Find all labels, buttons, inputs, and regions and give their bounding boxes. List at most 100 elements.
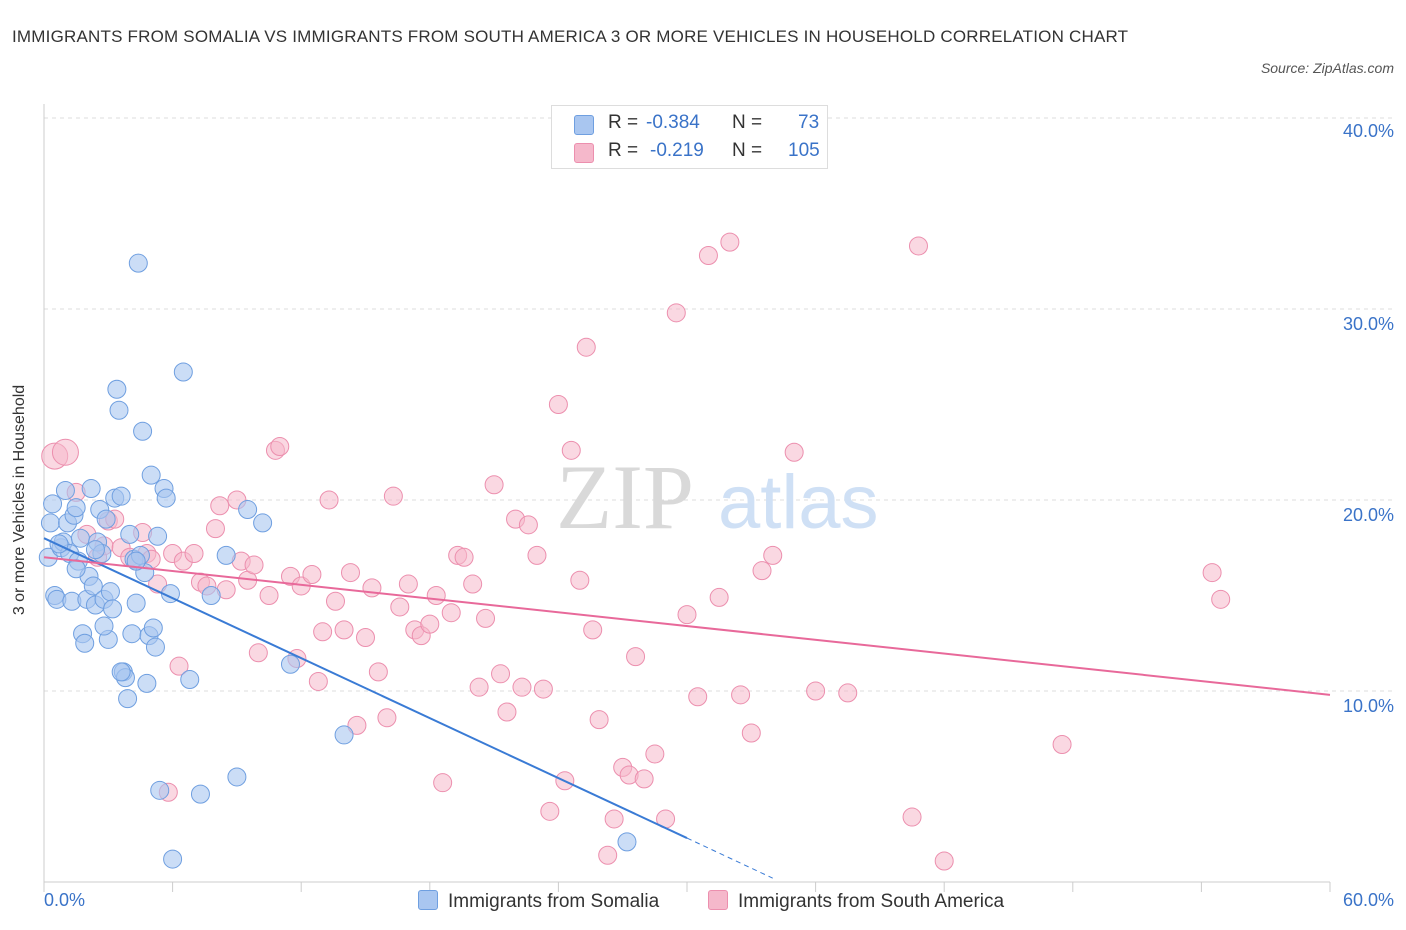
point-south-america [838,683,858,703]
legend-n-value: 73 [798,112,820,133]
point-south-america [368,662,388,682]
point-south-america [512,677,532,697]
point-south-america [583,620,603,640]
point-somalia [40,513,60,533]
point-south-america [362,578,382,598]
point-south-america [645,744,665,764]
point-south-america [484,475,504,495]
point-south-america [548,395,568,414]
legend-n-value: 105 [788,140,820,161]
point-somalia [334,725,354,745]
chart-title: IMMIGRANTS FROM SOMALIA VS IMMIGRANTS FR… [12,27,1129,46]
point-somalia [109,400,129,420]
point-south-america [308,671,328,691]
point-somalia [96,509,116,529]
series-south-america [41,232,1231,871]
point-south-america [908,236,928,256]
gridlines [44,117,1392,692]
point-south-america [527,545,547,565]
point-south-america [752,561,772,581]
point-somalia [180,670,200,690]
point-somalia [126,551,146,571]
point-south-america [634,769,654,789]
point-somalia [150,780,170,800]
point-south-america [205,519,225,539]
point-south-america [934,851,954,871]
legend-item-south-america[interactable]: Immigrants from South America [708,890,1004,913]
point-somalia [238,500,258,520]
point-south-america [698,246,718,266]
point-south-america [51,438,79,466]
point-somalia [148,526,168,546]
x-tick-min: 0.0% [44,890,86,910]
point-somalia [49,534,69,554]
point-somalia [163,849,183,869]
point-south-america [313,622,333,642]
legend-label-south-america: Immigrants from South America [738,891,1005,912]
point-south-america [598,845,618,865]
point-somalia [190,784,210,804]
point-south-america [390,597,410,617]
x-tick-max: 60.0% [1342,890,1394,910]
point-south-america [383,486,403,506]
point-south-america [426,586,446,605]
point-somalia [143,618,163,638]
point-south-america [454,547,474,567]
trend-lines [43,537,1331,879]
point-somalia [83,576,103,596]
y-tick-label: 30.0% [1342,314,1394,334]
point-somalia [66,498,86,518]
point-somalia [111,486,131,506]
axes [43,104,1331,892]
point-somalia [141,465,161,485]
point-south-america [784,442,804,462]
point-south-america [709,587,729,607]
legend-swatch-pink [574,143,594,163]
point-somalia [111,662,131,682]
point-south-america [604,809,624,829]
point-somalia [227,767,247,787]
legend-r-label: R = [608,140,639,161]
point-somalia [103,599,123,619]
point-south-america [184,543,204,563]
bottom-legend: Immigrants from Somalia Immigrants from … [0,890,1406,916]
point-south-america [763,545,783,565]
point-somalia [617,832,637,852]
point-south-america [741,723,761,743]
point-somalia [253,513,273,533]
point-south-america [441,603,461,623]
series-somalia [38,253,637,869]
point-south-america [491,664,511,684]
point-somalia [107,379,127,399]
legend-label-somalia: Immigrants from Somalia [448,891,660,912]
legend-n-label: N = [732,112,763,133]
legend-n-label: N = [732,140,763,161]
point-somalia [81,479,101,499]
point-south-america [666,303,686,323]
point-south-america [259,586,279,605]
point-south-america [244,555,264,575]
point-south-america [356,628,375,648]
legend-r-value: -0.384 [646,112,700,133]
point-south-america [420,614,440,634]
y-tick-label: 20.0% [1342,505,1394,525]
trend-line-south-america [43,556,1331,696]
trend-line-somalia [43,537,688,839]
point-south-america [398,574,418,594]
point-somalia [70,528,90,548]
legend-r-value: -0.219 [650,140,704,161]
point-somalia [126,593,146,613]
point-south-america [347,715,367,735]
point-somalia [118,689,138,709]
point-south-america [589,710,609,730]
legend-item-somalia[interactable]: Immigrants from Somalia [418,890,659,913]
point-somalia [122,624,142,644]
point-south-america [1202,563,1222,583]
point-south-america [1052,734,1072,754]
point-south-america [688,687,708,707]
point-south-america [677,605,697,625]
point-south-america [476,608,496,628]
point-somalia [137,673,157,693]
y-axis-label: 3 or more Vehicles in Household [11,384,28,616]
